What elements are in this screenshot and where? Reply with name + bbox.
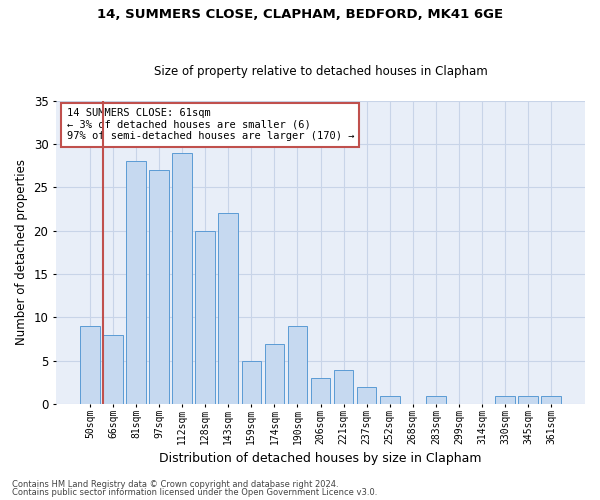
Bar	[265, 344, 284, 404]
Bar	[541, 396, 561, 404]
Bar	[287, 326, 307, 404]
Bar	[218, 214, 238, 404]
Bar	[126, 161, 146, 404]
Bar	[196, 230, 215, 404]
Bar	[357, 387, 376, 404]
Text: 14 SUMMERS CLOSE: 61sqm
← 3% of detached houses are smaller (6)
97% of semi-deta: 14 SUMMERS CLOSE: 61sqm ← 3% of detached…	[67, 108, 354, 142]
Bar	[103, 335, 123, 404]
Bar	[242, 361, 261, 404]
Bar	[495, 396, 515, 404]
Bar	[149, 170, 169, 404]
Bar	[172, 152, 192, 404]
Y-axis label: Number of detached properties: Number of detached properties	[15, 160, 28, 346]
Bar	[80, 326, 100, 404]
Bar	[426, 396, 446, 404]
Title: Size of property relative to detached houses in Clapham: Size of property relative to detached ho…	[154, 66, 487, 78]
Bar	[334, 370, 353, 404]
Bar	[518, 396, 538, 404]
X-axis label: Distribution of detached houses by size in Clapham: Distribution of detached houses by size …	[159, 452, 482, 465]
Text: Contains HM Land Registry data © Crown copyright and database right 2024.: Contains HM Land Registry data © Crown c…	[12, 480, 338, 489]
Bar	[311, 378, 331, 404]
Bar	[380, 396, 400, 404]
Text: 14, SUMMERS CLOSE, CLAPHAM, BEDFORD, MK41 6GE: 14, SUMMERS CLOSE, CLAPHAM, BEDFORD, MK4…	[97, 8, 503, 20]
Text: Contains public sector information licensed under the Open Government Licence v3: Contains public sector information licen…	[12, 488, 377, 497]
